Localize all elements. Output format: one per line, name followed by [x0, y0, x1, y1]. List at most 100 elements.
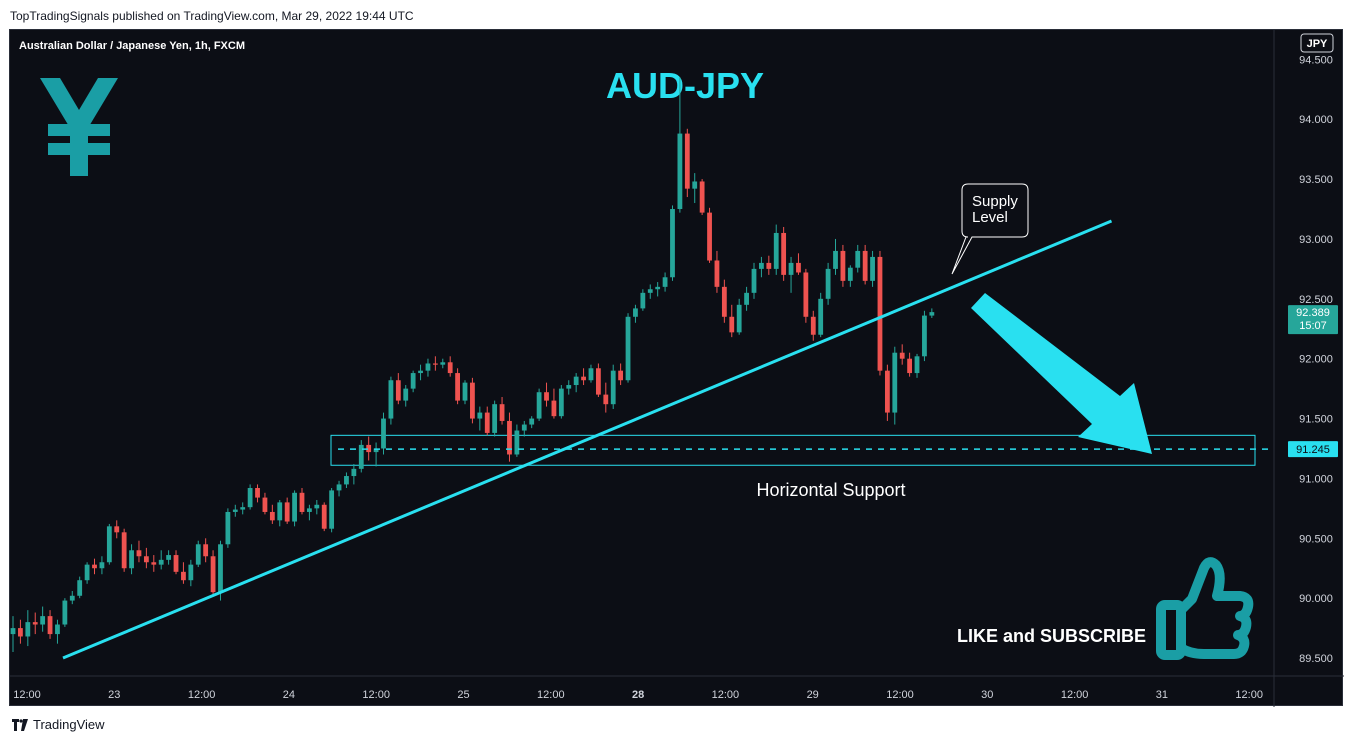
- candle: [10, 616, 16, 653]
- support-zone[interactable]: [330, 434, 1256, 466]
- candle: [544, 382, 549, 407]
- candle: [395, 373, 401, 405]
- price-tick-label: 90.000: [1299, 593, 1333, 605]
- candle: [610, 364, 616, 409]
- candle: [440, 358, 446, 369]
- candle: [447, 356, 453, 377]
- candle-body: [240, 507, 246, 510]
- candle: [336, 480, 342, 497]
- currency-badge[interactable]: [1300, 33, 1334, 53]
- price-tick-label: 90.500: [1299, 533, 1333, 545]
- candle-body: [744, 292, 749, 305]
- candle: [388, 376, 394, 425]
- candle: [292, 490, 297, 527]
- candle-body: [77, 580, 83, 596]
- candle-body: [336, 484, 342, 491]
- candle-body: [721, 286, 727, 317]
- candle-body: [707, 212, 712, 261]
- candle: [595, 363, 601, 398]
- candle: [106, 523, 112, 565]
- ascending-trendline[interactable]: [62, 219, 1113, 660]
- candle-body: [818, 298, 824, 335]
- candle: [188, 559, 194, 587]
- candle: [25, 610, 31, 647]
- candle: [203, 538, 209, 563]
- candle-body: [751, 268, 757, 293]
- candle-body: [351, 468, 357, 477]
- candle: [84, 562, 90, 584]
- candle: [929, 308, 935, 318]
- thumbs-up-icon: [1156, 557, 1254, 660]
- candle: [655, 282, 661, 297]
- candle-body: [151, 562, 157, 565]
- candle: [492, 400, 498, 437]
- candle-body: [92, 564, 97, 569]
- price-tick-label: 94.500: [1299, 54, 1333, 66]
- candle-body: [729, 316, 735, 333]
- candle-body: [99, 562, 105, 569]
- candle-body: [603, 394, 609, 405]
- candle-body: [581, 376, 586, 381]
- supply-level-callout: Supply Level: [951, 183, 1029, 275]
- candle-body: [440, 362, 446, 365]
- candle-body: [847, 267, 853, 281]
- time-tick-label: 12:00: [188, 689, 216, 701]
- candle-body: [84, 564, 90, 581]
- candle: [247, 484, 253, 510]
- time-tick-label: 12:00: [362, 689, 390, 701]
- candle-body: [18, 628, 23, 637]
- candle: [922, 310, 927, 362]
- candle: [529, 416, 535, 429]
- time-tick-label: 28: [632, 689, 644, 701]
- candle: [18, 619, 23, 644]
- candle-body: [299, 492, 305, 512]
- candle: [588, 364, 594, 383]
- candle-body: [840, 250, 846, 281]
- time-tick-label: 29: [807, 689, 819, 701]
- candle-body: [477, 412, 483, 419]
- candle: [536, 388, 542, 421]
- candle-body: [788, 262, 794, 275]
- arrow-down-right-icon: [971, 293, 1152, 454]
- candle: [77, 576, 83, 599]
- currency-badge-label: JPY: [1307, 38, 1328, 50]
- candle: [329, 488, 335, 533]
- candle-body: [32, 622, 38, 625]
- candle-body: [499, 404, 505, 421]
- candle: [914, 353, 920, 378]
- time-tick-label: 12:00: [712, 689, 740, 701]
- last-price-tag-value: 92.389: [1296, 307, 1330, 319]
- candle-body: [551, 400, 557, 417]
- candle: [729, 304, 735, 338]
- footer-brand[interactable]: TradingView: [12, 717, 105, 732]
- candle: [684, 128, 690, 198]
- candle: [307, 504, 312, 521]
- price-tick-label: 89.500: [1299, 653, 1333, 665]
- candle-body: [366, 444, 372, 453]
- yen-icon: [40, 78, 118, 176]
- candle-body: [158, 559, 164, 565]
- candle-body: [470, 382, 475, 419]
- candle: [240, 502, 246, 515]
- candle-body: [329, 490, 335, 529]
- price-axis[interactable]: 94.500 94.000 93.500 93.000 92.500 92.000 91.5…: [1299, 54, 1333, 665]
- chart-area[interactable]: Australian Dollar / Japanese Yen, 1h, FX…: [9, 29, 1344, 707]
- candle-body: [395, 380, 401, 401]
- candle-body: [521, 424, 527, 431]
- candle-body: [655, 286, 661, 290]
- time-axis[interactable]: 12:00 23 12:00 24 12:00 25 12:00 28 12:00 29 12:00…: [13, 689, 1263, 701]
- candle-body: [647, 289, 653, 293]
- candlestick-chart[interactable]: Australian Dollar / Japanese Yen, 1h, FX…: [10, 30, 1344, 707]
- candle-body: [699, 181, 705, 213]
- candle-body: [492, 404, 498, 433]
- candle-body: [677, 133, 683, 210]
- candle: [870, 250, 875, 287]
- candle: [558, 385, 564, 419]
- candle: [551, 388, 557, 419]
- candle-body: [773, 232, 779, 269]
- candle: [603, 382, 609, 413]
- candle: [232, 504, 238, 517]
- candle-body: [825, 268, 831, 299]
- candle-body: [929, 312, 935, 316]
- candle: [299, 488, 305, 515]
